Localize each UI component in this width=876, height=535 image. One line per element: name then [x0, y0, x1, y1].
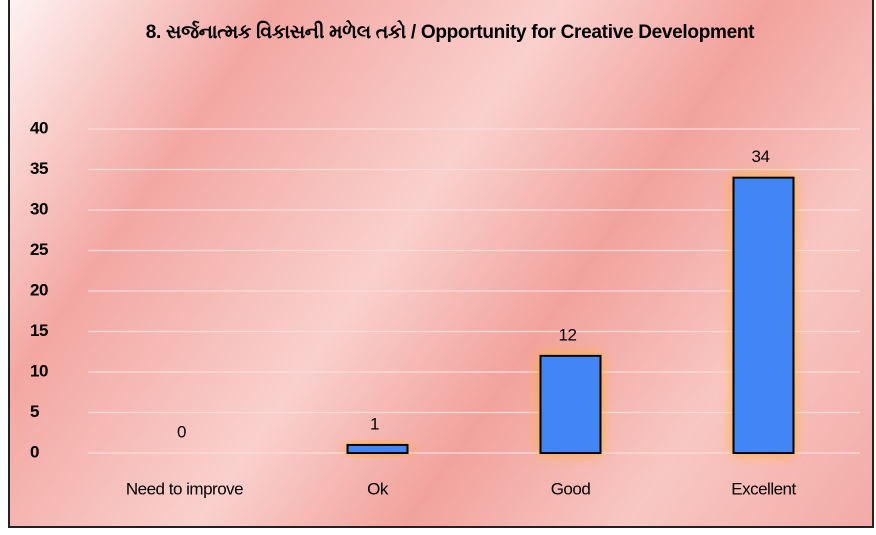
data-label: 12	[559, 325, 577, 344]
data-label: 34	[752, 147, 770, 166]
x-tick-label: Ok	[367, 479, 389, 498]
y-tick-label: 40	[30, 118, 48, 137]
y-tick-label: 35	[30, 159, 48, 178]
y-tick-label: 5	[30, 402, 39, 421]
y-tick-label: 30	[30, 199, 48, 218]
data-label: 1	[370, 414, 379, 433]
data-label: 0	[177, 422, 186, 441]
bar	[539, 354, 602, 454]
y-tick-label: 0	[30, 442, 39, 461]
x-tick-label: Good	[551, 479, 591, 498]
y-tick-label: 25	[30, 240, 48, 259]
chart-frame	[8, 0, 874, 528]
y-tick-label: 10	[30, 361, 48, 380]
bar	[346, 443, 409, 454]
chart-title: 8. સર્જનાત્મક વિકાસની મળેલ તકો / Opportu…	[145, 22, 755, 43]
x-tick-label: Excellent	[731, 479, 796, 498]
bar	[732, 176, 795, 454]
x-tick-label: Need to improve	[126, 479, 243, 498]
y-tick-label: 20	[30, 280, 48, 299]
y-tick-label: 15	[30, 321, 48, 340]
